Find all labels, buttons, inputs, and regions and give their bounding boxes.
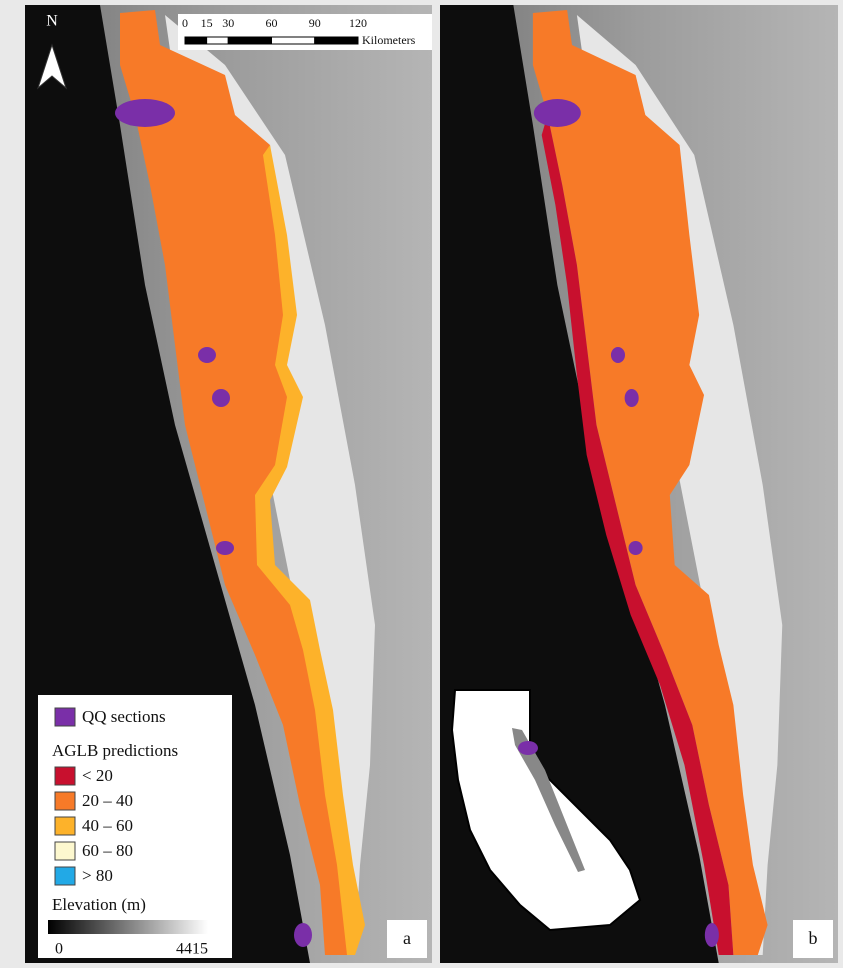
- qq-section: [198, 347, 216, 363]
- qq-section: [294, 923, 312, 947]
- legend-title: AGLB predictions: [52, 741, 178, 760]
- figure: a b N 0 15 30 60 90 120 Kilometers QQ sections AGLB…: [0, 0, 843, 968]
- legend-swatch: [55, 817, 75, 835]
- scale-segment: [185, 37, 207, 44]
- legend-label: < 20: [82, 766, 113, 785]
- qq-section: [611, 347, 625, 363]
- north-label: N: [46, 13, 58, 30]
- legend-title: Elevation (m): [52, 895, 146, 914]
- legend-swatch: [55, 767, 75, 785]
- qq-section: [629, 541, 643, 555]
- panel-label: a: [403, 928, 411, 948]
- legend-swatch: [55, 867, 75, 885]
- scale-tick-label: 0: [182, 16, 188, 30]
- qq-section: [115, 99, 175, 127]
- qq-section: [705, 923, 719, 947]
- inset-qq: [518, 741, 538, 755]
- scale-segment: [207, 37, 229, 44]
- elevation-max: 4415: [176, 941, 208, 958]
- scale-segment: [315, 37, 358, 44]
- legend-swatch: [55, 708, 75, 726]
- scale-segment: [228, 37, 271, 44]
- legend-label: 40 – 60: [82, 816, 133, 835]
- scale-unit: Kilometers: [362, 33, 416, 47]
- legend-label: 20 – 40: [82, 791, 133, 810]
- qq-section: [534, 99, 581, 127]
- scale-tick-label: 90: [309, 16, 321, 30]
- legend-swatch: [55, 842, 75, 860]
- scale-segment: [272, 37, 315, 44]
- elevation-min: 0: [55, 941, 63, 958]
- elevation-ramp: [48, 920, 208, 934]
- qq-section: [216, 541, 234, 555]
- scale-tick-label: 120: [349, 16, 367, 30]
- scale-tick-label: 30: [222, 16, 234, 30]
- legend-label: QQ sections: [82, 707, 166, 726]
- scale-tick-label: 15: [201, 16, 213, 30]
- legend-label: > 80: [82, 866, 113, 885]
- qq-section: [212, 389, 230, 407]
- qq-section: [625, 389, 639, 407]
- scale-tick-label: 60: [266, 16, 278, 30]
- panel-label: b: [809, 928, 818, 948]
- legend-label: 60 – 80: [82, 841, 133, 860]
- legend-swatch: [55, 792, 75, 810]
